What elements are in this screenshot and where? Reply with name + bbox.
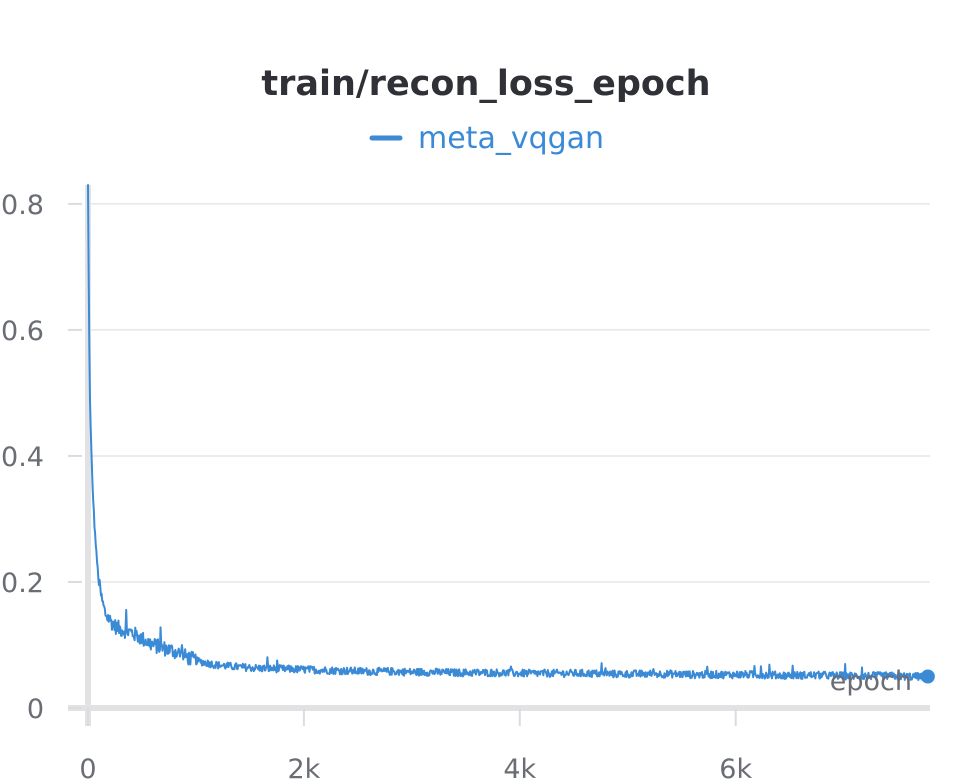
legend[interactable]: meta_vqgan xyxy=(369,121,604,156)
x-axis-label: epoch xyxy=(830,666,912,697)
y-axis-ticks: 0 0.2 0.4 0.6 0.8 xyxy=(1,190,82,725)
y-tick-label-3: 0.6 xyxy=(1,316,44,347)
legend-label-meta-vqgan: meta_vqgan xyxy=(418,121,604,156)
series-group xyxy=(87,184,929,681)
series-end-marker[interactable] xyxy=(920,669,935,684)
y-tick-label-1: 0.2 xyxy=(1,568,44,599)
x-tick-label-1: 2k xyxy=(287,754,320,783)
y-tick-label-4: 0.8 xyxy=(1,190,44,221)
x-tick-label-0: 0 xyxy=(79,754,96,783)
chart-title: train/recon_loss_epoch xyxy=(261,64,710,104)
series-line-meta-vqgan xyxy=(87,184,929,681)
grid-lines xyxy=(88,203,930,583)
x-tick-label-3: 6k xyxy=(719,754,752,783)
y-tick-label-0: 0 xyxy=(27,694,44,725)
x-axis-ticks: 0 2k 4k 6k xyxy=(79,708,752,783)
y-tick-label-2: 0.4 xyxy=(1,442,44,473)
x-tick-label-2: 4k xyxy=(503,754,536,783)
